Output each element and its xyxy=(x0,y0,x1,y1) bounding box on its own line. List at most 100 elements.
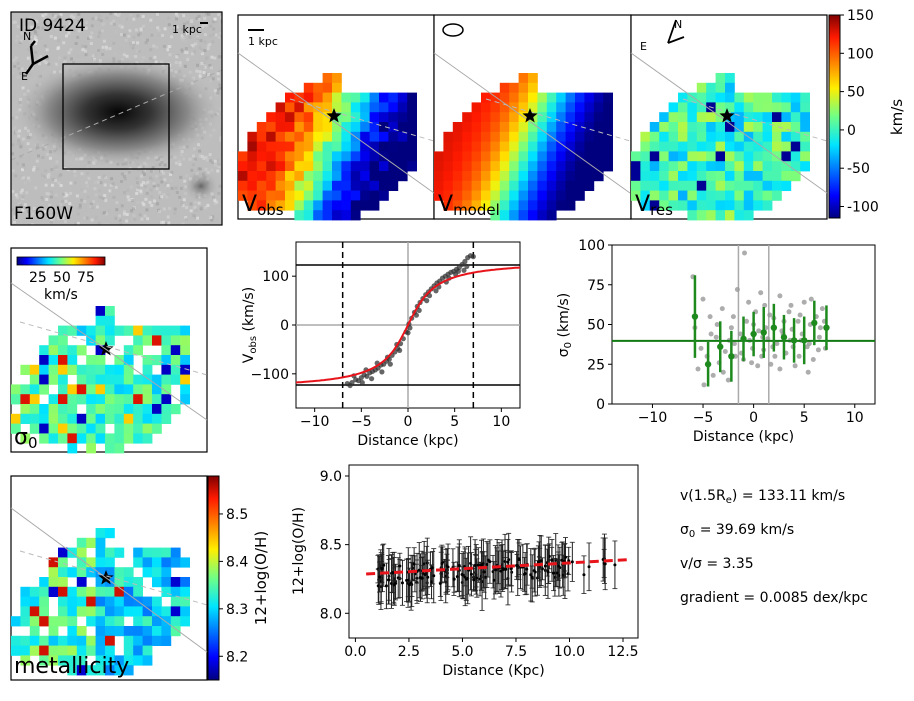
metal-spaxel xyxy=(180,557,190,568)
binned-point xyxy=(740,335,747,343)
metal-spaxel xyxy=(170,586,181,597)
metal-spaxel xyxy=(142,655,153,666)
metal-spaxel xyxy=(95,655,106,666)
metal-spaxel xyxy=(20,655,31,666)
metal-point xyxy=(391,571,395,575)
sigma-spaxel xyxy=(142,364,153,375)
metal-spaxel xyxy=(123,635,134,646)
sigma-spaxel xyxy=(11,413,21,424)
metal-point xyxy=(475,576,479,580)
metallicity-points xyxy=(375,532,618,611)
metal-point xyxy=(376,584,380,588)
sigma-spaxel xyxy=(86,384,96,395)
rotation-point xyxy=(379,369,385,375)
metal-point xyxy=(452,577,456,581)
sigma-spaxel xyxy=(76,394,87,405)
sigma-spaxel xyxy=(95,404,106,415)
dispersion-point xyxy=(734,287,740,292)
metal-point xyxy=(570,560,574,564)
metallicity-colorbar: 12+log(O/H) 8.5 8.4 8.3 8.2 xyxy=(207,475,270,681)
binned-point xyxy=(691,313,699,320)
x-tick-label: 7.5 xyxy=(505,644,527,660)
metal-spaxel xyxy=(133,616,143,627)
sigma-spaxel xyxy=(58,413,68,424)
sigma-spaxel xyxy=(39,345,49,356)
sigma-spaxel xyxy=(152,355,162,366)
vel-colorbar-tick-label: 0 xyxy=(847,123,856,139)
metal-colorbar-label: 12+log(O/H) xyxy=(252,531,270,625)
sigma-spaxel xyxy=(67,355,78,366)
sigma-spaxel xyxy=(161,413,172,424)
sigma-spaxel xyxy=(161,394,172,405)
companion-source xyxy=(183,170,219,202)
metal-point xyxy=(555,571,559,575)
dispersion-point xyxy=(755,363,761,369)
y-axis-label: Vobs (km/s) xyxy=(241,287,259,363)
vel-colorbar-label: km/s xyxy=(888,99,906,135)
sigma-spaxel xyxy=(170,404,181,415)
sigma-spaxel xyxy=(180,374,190,385)
sigma-spaxel xyxy=(39,355,49,366)
metal-spaxel xyxy=(114,626,125,637)
vmodel-label: Vmodel xyxy=(438,192,500,219)
metal-spaxel xyxy=(76,557,87,568)
metal-spaxel xyxy=(67,606,78,617)
metal-spaxel xyxy=(161,616,172,627)
metal-spaxel xyxy=(11,616,21,627)
sigma-spaxel xyxy=(170,335,181,346)
metal-spaxel xyxy=(29,626,40,637)
metal-colorbar-tick-label: 8.2 xyxy=(226,649,248,665)
sigma-spaxel xyxy=(142,404,153,415)
rotation-point xyxy=(424,298,430,304)
dispersion-point xyxy=(749,360,755,366)
binned-point xyxy=(760,329,767,336)
metal-point xyxy=(460,572,464,576)
x-tick-label: 10 xyxy=(846,410,864,426)
metal-spaxel xyxy=(180,577,190,588)
sigma-spaxel xyxy=(152,384,162,395)
metal-point xyxy=(457,564,461,568)
metal-spaxel xyxy=(95,537,106,548)
sigma-spaxel xyxy=(86,413,96,424)
rotation-point xyxy=(413,312,419,318)
metal-spaxel xyxy=(58,635,68,646)
sigma-spaxel xyxy=(58,325,68,336)
metal-spaxel xyxy=(76,586,87,597)
sigma-spaxel xyxy=(39,374,49,385)
metal-point xyxy=(380,567,384,571)
sigma-spaxel xyxy=(67,345,78,356)
sigma-spaxel xyxy=(48,335,59,346)
metal-spaxel xyxy=(67,665,78,676)
sigma-spaxel xyxy=(161,325,172,336)
x-axis-label: Distance (kpc) xyxy=(357,433,458,449)
metal-spaxel xyxy=(58,557,68,568)
rotation-point xyxy=(426,293,433,299)
metal-spaxel xyxy=(152,606,162,617)
metal-spaxel xyxy=(161,557,172,568)
velocity-colorbar: km/s 150 100 50 0 -50 -100 xyxy=(828,8,906,219)
binned-point xyxy=(750,330,757,338)
metal-spaxel xyxy=(67,616,78,627)
sigma-spaxel xyxy=(114,404,125,415)
metal-spaxel xyxy=(133,645,143,656)
metal-spaxel xyxy=(58,586,68,597)
sigma-spaxel xyxy=(48,355,59,366)
sigma-spaxel xyxy=(152,325,162,336)
metal-spaxel xyxy=(152,567,162,578)
rotation-point xyxy=(387,361,393,367)
sigma-spaxel xyxy=(114,325,125,336)
metal-spaxel xyxy=(39,606,49,617)
vel-major-axis xyxy=(682,98,828,142)
rotation-point xyxy=(407,325,413,331)
dispersion-point xyxy=(746,299,752,305)
sigma-spaxel xyxy=(86,325,96,336)
metal-spaxel xyxy=(58,547,68,558)
metal-spaxel xyxy=(152,635,162,646)
dispersion-point xyxy=(707,314,713,320)
vel-minor-axis xyxy=(237,52,435,194)
sigma-spaxel xyxy=(105,433,115,444)
sigma-spaxel xyxy=(48,404,59,415)
metal-point xyxy=(423,573,427,577)
metal-spaxel xyxy=(114,586,125,597)
